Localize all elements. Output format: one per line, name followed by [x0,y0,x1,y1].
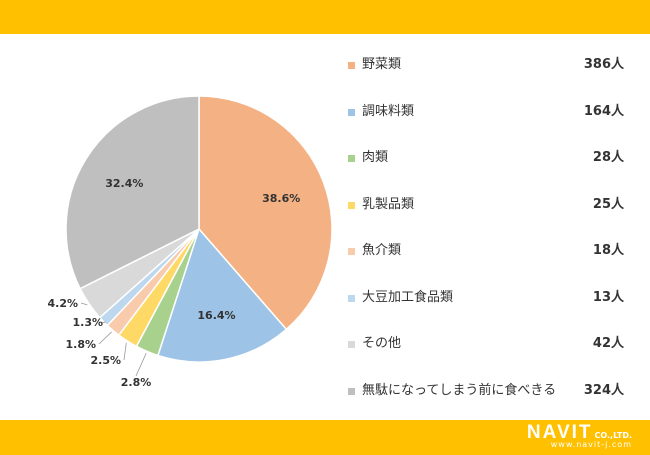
legend-value-3: 25人 [592,196,624,212]
legend-label-3: 乳製品類 [362,196,415,212]
legend-item-5: 大豆加工食品類 13人 [348,287,638,334]
legend-label-4: 魚介類 [362,243,402,258]
legend-item-7: 無駄になってしまう前に食べきる 324人 [348,380,638,427]
legend-label-5: 大豆加工食品類 [362,289,454,305]
chart-legend: 野菜類 386人調味料類 164人肉類 28人乳製品類 25人魚介類 18人大豆加工食品類… [348,54,638,426]
pie-label-7: 32.4% [105,177,143,190]
pie-label-2: 2.8% [121,376,152,389]
legend-value-5: 13人 [592,289,624,305]
legend-label-0: 野菜類 [362,57,402,72]
pie-chart: 38.6% 16.4% 2.8%2.5% 1.8% 1.3% 4.2% 32.4% [47,95,333,389]
top-band [0,0,650,34]
pie-leader-6 [80,302,88,306]
legend-item-1: 調味料類 164人 [348,101,638,148]
legend-swatch-4 [348,248,355,255]
pie-slice-1 [156,227,288,363]
pie-label-4: 1.8% [65,338,96,351]
legend-item-0: 野菜類 386人 [348,54,638,101]
legend-swatch-7 [348,387,355,395]
legend-value-6: 42人 [592,336,624,351]
legend-label-2: 肉類 [362,150,389,165]
legend-value-1: 164人 [583,103,624,119]
legend-label-7: 無駄になってしまう前に食べきる [362,382,557,398]
legend-value-4: 18人 [592,243,624,258]
legend-value-0: 386人 [583,57,624,72]
company-logo: NAVIT CO.,LTD. www.navit-j.com [527,422,632,449]
legend-label-6: その他 [362,336,402,351]
pie-label-5: 1.3% [72,316,103,329]
legend-swatch-5 [348,294,355,302]
pie-leader-2 [135,353,147,377]
pie-label-6: 4.2% [47,297,78,310]
bottom-band [0,420,650,455]
legend-value-2: 28人 [592,150,624,165]
legend-item-3: 乳製品類 25人 [348,194,638,241]
pie-leader-4 [98,331,112,345]
pie-slice-7 [65,95,200,290]
legend-swatch-1 [348,108,355,116]
logo-url: www.navit-j.com [550,440,632,449]
legend-swatch-0 [348,62,355,69]
legend-swatch-3 [348,201,355,209]
pie-leader-3 [123,342,127,361]
pie-slice-0 [198,95,333,331]
logo-suffix: CO.,LTD. [594,431,632,440]
pie-label-3: 2.5% [90,354,121,367]
legend-value-7: 324人 [583,382,624,398]
legend-swatch-2 [348,155,355,162]
logo-name: NAVIT [526,422,593,443]
pie-label-0: 38.6% [262,192,300,205]
legend-label-1: 調味料類 [362,103,415,119]
pie-label-1: 16.4% [197,309,235,322]
legend-item-6: その他 42人 [348,333,638,380]
legend-swatch-6 [348,341,355,348]
legend-item-4: 魚介類 18人 [348,240,638,287]
legend-item-2: 肉類 28人 [348,147,638,194]
pie-leader-5 [102,321,107,324]
